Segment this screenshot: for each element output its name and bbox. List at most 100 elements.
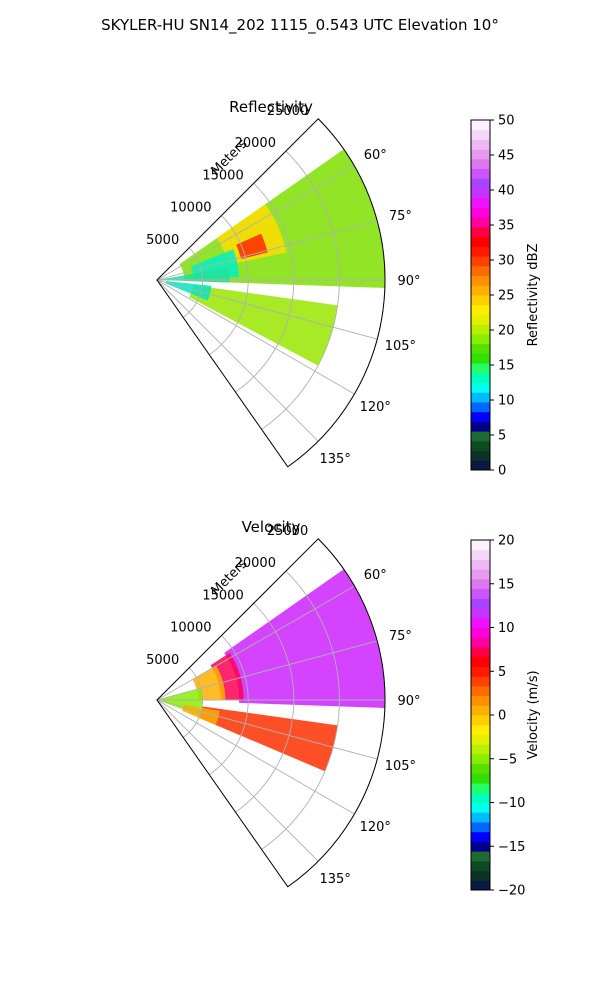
azimuth-tick-label: 60° (364, 148, 387, 163)
colorbar-tick-label: 45 (498, 149, 515, 164)
colorbar-tick-label: 5 (498, 429, 506, 444)
colorbar-swatch (471, 353, 490, 364)
panel-title: Reflectivity (229, 98, 313, 116)
colorbar-swatch (471, 363, 490, 374)
colorbar-swatch (471, 831, 490, 842)
colorbar-swatch (471, 695, 490, 706)
colorbar-swatch (471, 401, 490, 413)
colorbar-swatch (471, 783, 490, 794)
range-ring (235, 182, 295, 393)
azimuth-gridline (156, 165, 355, 281)
colorbar-swatch (471, 149, 490, 160)
colorbar-swatch (471, 705, 490, 716)
azimuth-gridline (156, 699, 355, 815)
colorbar-tick-label: −10 (498, 796, 525, 811)
azimuth-tick-label: 105° (385, 759, 416, 774)
radial-tick-label: 10000 (170, 621, 211, 636)
colorbar-swatch (471, 860, 490, 872)
colorbar-tick-label: 10 (498, 621, 515, 636)
colorbar-swatch (471, 207, 490, 218)
colorbar: −20 −15 −10 −5 0 5 10 15 20 Velocity (m/s) (470, 534, 541, 899)
panel-title: Velocity (242, 518, 301, 536)
colorbar-swatch (471, 763, 490, 774)
colorbar-swatch (471, 217, 490, 228)
colorbar-swatch (471, 715, 490, 726)
radial-tick-label: 5000 (146, 653, 179, 668)
polar-frame (156, 118, 386, 468)
colorbar-swatch (471, 236, 490, 247)
colorbar-tick-label: 5 (498, 665, 506, 680)
colorbar-swatch (471, 549, 490, 560)
colorbar-tick-label: 20 (498, 324, 515, 339)
azimuth-tick-label: 135° (320, 872, 351, 887)
colorbar-swatch (471, 753, 490, 765)
polar-frame (156, 538, 386, 888)
azimuth-gridline (156, 640, 378, 701)
radial-tick-label: 25000 (267, 524, 308, 539)
colorbar-swatch (471, 744, 490, 755)
colorbar-swatch (471, 802, 490, 813)
colorbar-swatch (471, 450, 490, 461)
azimuth-tick-label: 135° (320, 452, 351, 467)
colorbar-swatch (471, 382, 490, 393)
azimuth-gridline (156, 279, 378, 340)
colorbar-swatch (471, 724, 490, 735)
colorbar-swatch (471, 158, 490, 170)
colorbar-swatch (471, 637, 490, 648)
colorbar-swatch (471, 246, 490, 257)
azimuth-tick-label: 90° (397, 694, 420, 709)
azimuth-tick-label: 75° (389, 209, 412, 224)
azimuth-gridline (156, 699, 378, 760)
colorbar-swatch (471, 295, 490, 306)
colorbar-tick-label: 10 (498, 394, 515, 409)
range-ring (182, 667, 204, 738)
colorbar-swatch (471, 598, 490, 609)
colorbar-swatch (471, 841, 490, 852)
colorbar-tick-label: 0 (498, 709, 506, 724)
colorbar-swatch (471, 578, 490, 590)
colorbar-tick-label: 40 (498, 184, 515, 199)
radial-tick-label: 25000 (267, 104, 308, 119)
colorbar-swatch (471, 421, 490, 432)
azimuth-tick-label: 90° (397, 274, 420, 289)
colorbar-swatch (471, 188, 490, 199)
colorbar-swatch (471, 460, 490, 471)
colorbar-swatch (471, 685, 490, 697)
colorbar-tick-label: 15 (498, 577, 515, 592)
colorbar-swatch (471, 256, 490, 267)
echo-regions (161, 149, 385, 366)
colorbar-swatch (471, 851, 490, 862)
colorbar-swatch (471, 431, 490, 442)
colorbar-swatch (471, 314, 490, 325)
colorbar-swatch (471, 880, 490, 891)
colorbar-tick-label: −20 (498, 884, 525, 899)
echo-regions (161, 569, 385, 772)
echo-region (189, 285, 338, 366)
azimuth-tick-label: 105° (385, 339, 416, 354)
colorbar-swatch (471, 627, 490, 638)
colorbar-swatch (471, 178, 490, 189)
azimuth-tick-label: 120° (360, 820, 391, 835)
reflectivity-panel: Reflectivity500010000150002000025000Mete… (146, 98, 541, 479)
colorbar-swatch (471, 569, 490, 580)
colorbar-swatch (471, 656, 490, 667)
range-ring (209, 635, 249, 776)
echo-region (182, 704, 220, 725)
azimuth-gridline (156, 220, 378, 281)
radial-tick-label: 10000 (170, 201, 211, 216)
colorbar: 0 5 10 15 20 25 30 35 40 45 50 Reflectivity dBZ (470, 114, 541, 479)
range-ring (261, 150, 340, 430)
colorbar-label: Velocity (m/s) (526, 670, 541, 759)
colorbar-tick-label: 50 (498, 114, 515, 129)
colorbar-swatch (471, 411, 490, 422)
colorbar-swatch (471, 197, 490, 208)
colorbar-label: Reflectivity dBZ (526, 244, 541, 347)
range-ring (182, 247, 204, 318)
radial-tick-label: 20000 (235, 556, 276, 571)
colorbar-swatch (471, 324, 490, 335)
echo-region (224, 569, 385, 708)
colorbar-tick-label: 15 (498, 359, 515, 374)
azimuth-gridline (156, 279, 319, 442)
range-ring (235, 602, 295, 813)
